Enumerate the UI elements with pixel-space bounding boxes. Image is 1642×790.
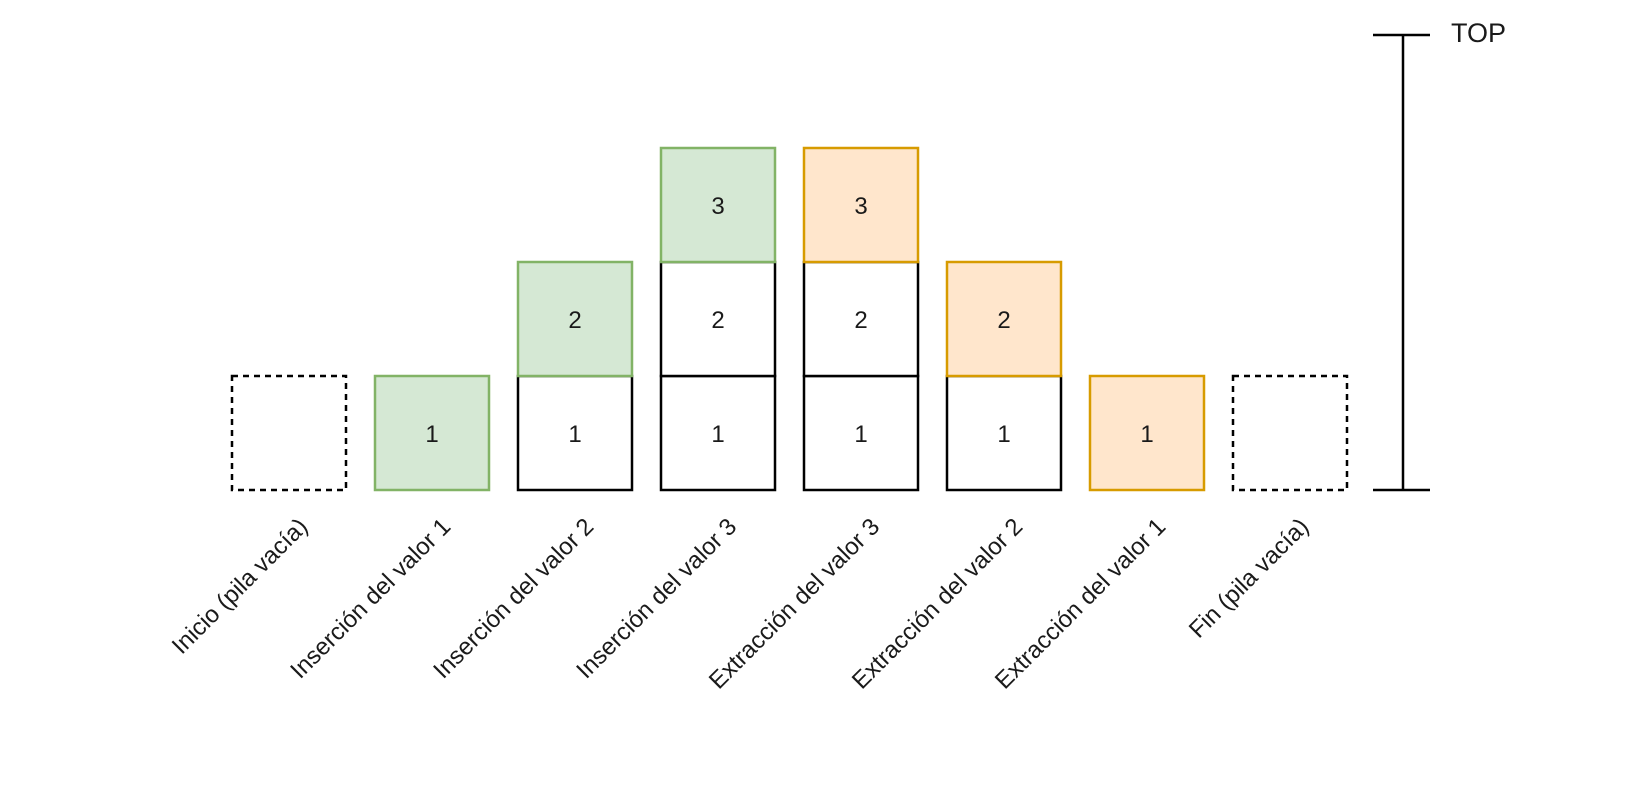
stack-cell-value: 1 <box>568 421 581 448</box>
stack-cell-normal <box>945 374 1063 492</box>
stack-cell-normal <box>802 260 920 378</box>
stack-cell-value: 1 <box>711 421 724 448</box>
top-scale: TOP <box>1373 18 1506 492</box>
step-label: Inserción del valor 2 <box>428 513 599 684</box>
step-label: Inserción del valor 1 <box>285 513 456 684</box>
stack-step-8: Fin (pila vacía) <box>1184 374 1349 644</box>
stack-cell-pop <box>802 146 920 264</box>
stack-cell-normal <box>659 374 777 492</box>
stack-cell-value: 2 <box>854 307 867 334</box>
step-label: Inicio (pila vacía) <box>167 513 313 659</box>
stack-cell-normal <box>802 374 920 492</box>
stack-cell-value: 1 <box>997 421 1010 448</box>
empty-stack-cell <box>1231 374 1349 492</box>
stack-cell-value: 3 <box>854 193 867 220</box>
stack-step-1: Inicio (pila vacía) <box>167 374 348 660</box>
stack-cell-push <box>659 146 777 264</box>
stack-cell-value: 2 <box>997 307 1010 334</box>
stack-cell-normal <box>659 260 777 378</box>
step-label: Fin (pila vacía) <box>1184 513 1314 643</box>
stack-cell-pop <box>1088 374 1206 492</box>
top-label: TOP <box>1451 18 1506 48</box>
stack-cell-value: 2 <box>711 307 724 334</box>
stack-cell-pop <box>945 260 1063 378</box>
stack-cell-push <box>516 260 634 378</box>
empty-stack-cell <box>230 374 348 492</box>
stack-cell-value: 1 <box>425 421 438 448</box>
stack-cell-value: 2 <box>568 307 581 334</box>
stack-cell-value: 3 <box>711 193 724 220</box>
stack-cell-push <box>373 374 491 492</box>
step-label: Inserción del valor 3 <box>571 513 742 684</box>
stack-cell-value: 1 <box>854 421 867 448</box>
stack-steps: Inicio (pila vacía) 1 Inserción del valor … <box>167 146 1349 694</box>
stack-cell-value: 1 <box>1140 421 1153 448</box>
